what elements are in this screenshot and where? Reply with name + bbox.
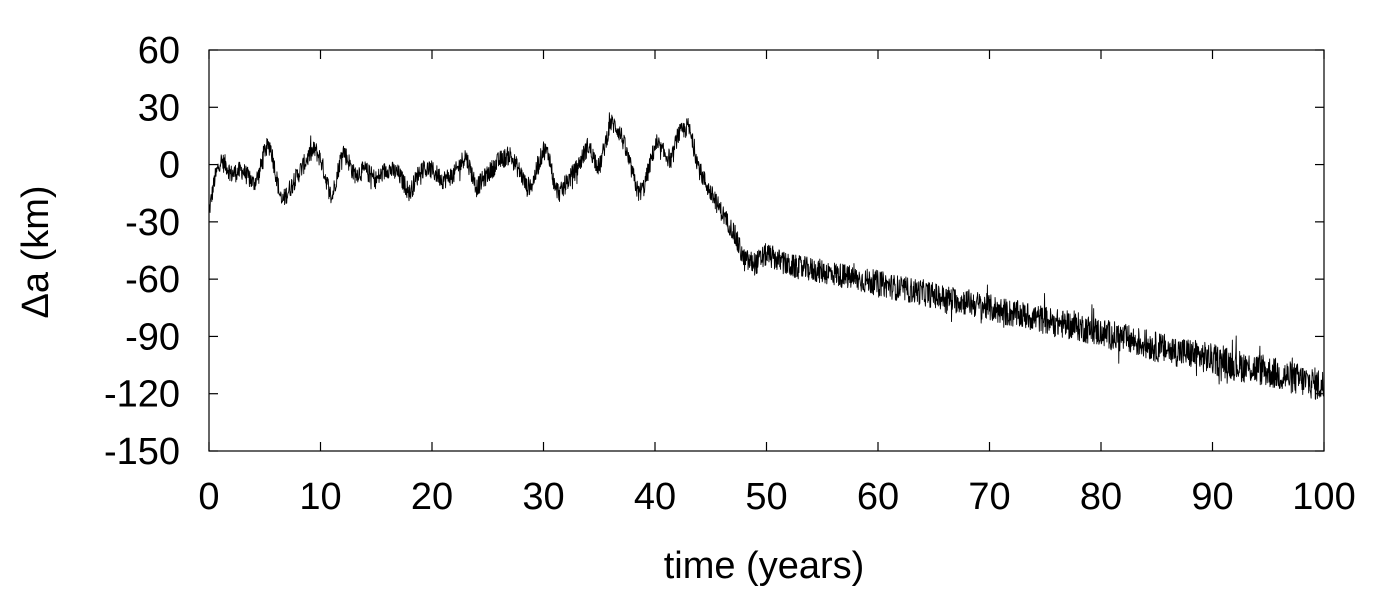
y-tick-label: -30 [125, 202, 180, 244]
x-axis-label: time (years) [664, 545, 865, 587]
y-tick-label: -120 [104, 374, 180, 416]
x-tick-label: 20 [411, 476, 453, 518]
y-tick-label: 0 [159, 145, 180, 187]
y-tick-label: -90 [125, 316, 180, 358]
x-tick-label: 90 [1191, 476, 1233, 518]
x-tick-label: 40 [634, 476, 676, 518]
x-tick-label: 30 [522, 476, 564, 518]
series-line-0 [208, 112, 1325, 400]
x-tick-label: 10 [299, 476, 341, 518]
x-tick-label: 60 [857, 476, 899, 518]
y-axis-label: Δa (km) [15, 185, 57, 318]
y-tick-label: -60 [125, 259, 180, 301]
x-tick-label: 80 [1080, 476, 1122, 518]
x-tick-label: 50 [745, 476, 787, 518]
y-tick-label: 60 [138, 30, 180, 72]
plot-area [208, 49, 1325, 452]
x-tick-label: 70 [968, 476, 1010, 518]
y-tick-label: -150 [104, 431, 180, 473]
y-tick-label: 30 [138, 87, 180, 129]
x-tick-label: 0 [198, 476, 219, 518]
x-tick-label: 100 [1292, 476, 1355, 518]
